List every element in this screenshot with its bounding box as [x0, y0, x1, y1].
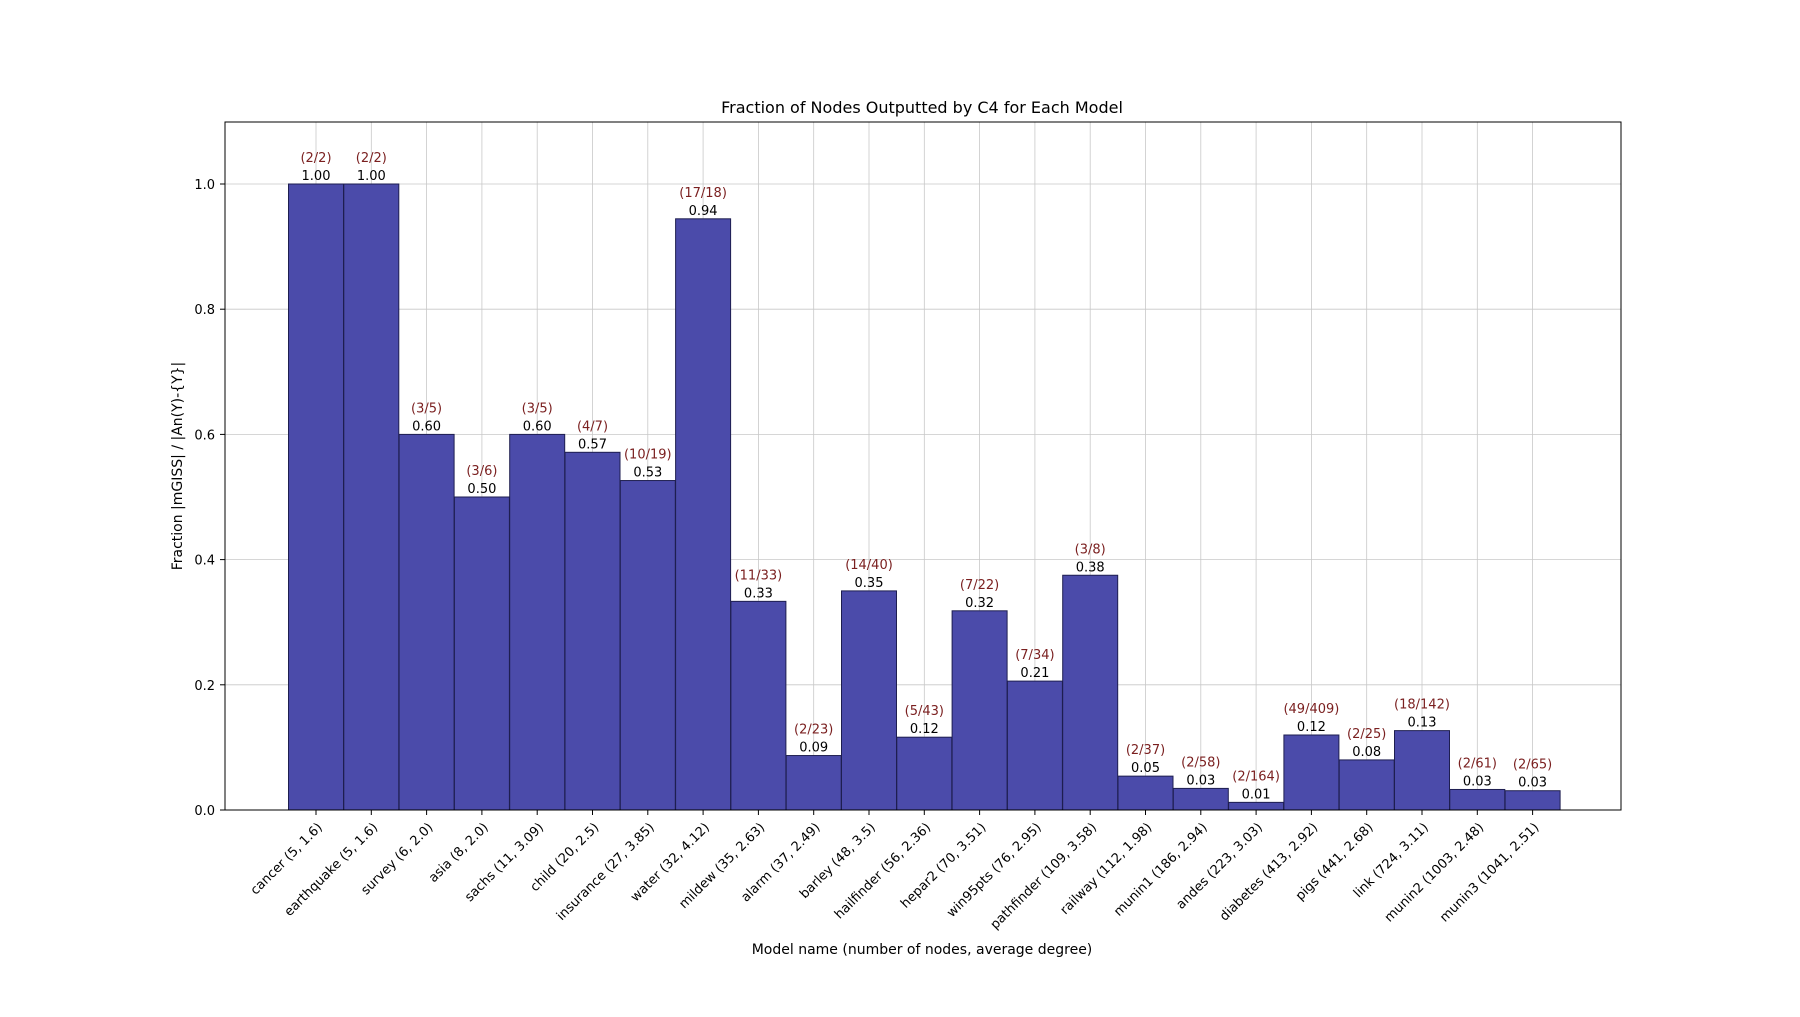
x-tick-label: earthquake (5, 1.6) [282, 820, 381, 919]
bar-16 [1172, 787, 1229, 811]
bar-2 [398, 433, 455, 811]
y-tick-label: 0.8 [194, 303, 215, 318]
bar-4 [509, 433, 566, 811]
bar-value-label: 0.08 [1352, 745, 1381, 760]
bar-value-label: 0.03 [1463, 774, 1492, 789]
bar-0 [288, 183, 344, 811]
bar-count-label: (7/22) [960, 578, 999, 593]
bar-14 [1062, 574, 1119, 811]
bar-value-label: 0.05 [1131, 761, 1160, 776]
bar-value-label: 0.38 [1076, 560, 1105, 575]
bar-22 [1504, 790, 1561, 811]
bar-count-label: (5/43) [905, 704, 944, 719]
x-tick-label: insurance (27, 3.85) [554, 820, 658, 924]
bar-count-label: (14/40) [845, 558, 893, 573]
bar-13 [1006, 680, 1063, 811]
bar-count-label: (17/18) [679, 186, 727, 201]
x-tick-label: win95pts (76, 2.95) [944, 820, 1045, 921]
y-tick-label: 1.0 [194, 178, 215, 193]
bar-labels: 1.00 (2/2) 1.00 (2/2) 0.60 (3/5) 0.50 (3/6) 0.60… [300, 151, 1552, 802]
bar-21 [1449, 788, 1506, 811]
x-axis-label: Model name (number of nodes, average deg… [752, 942, 1093, 958]
bar-value-label: 0.60 [523, 419, 552, 434]
bar-value-label: 1.00 [357, 169, 386, 184]
bar-11 [896, 736, 953, 811]
bar-count-label: (2/2) [356, 151, 387, 166]
bar-value-label: 0.21 [1020, 666, 1049, 681]
bar-value-label: 0.33 [744, 586, 773, 601]
bar-count-label: (2/23) [794, 723, 833, 738]
bar-count-label: (4/7) [577, 419, 608, 434]
bar-value-label: 0.03 [1186, 773, 1215, 788]
x-axis-ticks: cancer (5, 1.6)earthquake (5, 1.6)survey… [248, 810, 1542, 933]
x-tick-label: munin3 (1041, 2.51) [1437, 820, 1542, 925]
bar-value-label: 0.60 [412, 419, 441, 434]
bar-count-label: (2/37) [1126, 743, 1165, 758]
x-tick-label: munin1 (186, 2.94) [1111, 820, 1210, 919]
bar-9 [785, 755, 842, 811]
bar-value-label: 0.12 [1297, 720, 1326, 735]
bar-value-label: 0.13 [1408, 716, 1437, 731]
bar-10 [841, 590, 897, 811]
bar-count-label: (3/5) [522, 401, 553, 416]
bar-15 [1117, 775, 1174, 811]
bar-count-label: (2/65) [1513, 758, 1552, 773]
y-axis-label: Fraction |mGISS| / |An(Y)-{Y}| [170, 362, 186, 571]
bar-19 [1338, 759, 1395, 811]
bar-count-label: (18/142) [1394, 698, 1450, 713]
bar-5 [564, 451, 621, 811]
bar-value-label: 0.35 [855, 576, 884, 591]
y-axis-ticks: 0.0 0.2 0.4 0.6 0.8 1.0 [194, 178, 225, 819]
bar-count-label: (2/58) [1181, 755, 1220, 770]
y-tick-label: 0.0 [194, 804, 215, 819]
bar-value-label: 0.01 [1242, 787, 1271, 802]
bar-value-label: 1.00 [302, 169, 331, 184]
bar-count-label: (2/164) [1232, 769, 1280, 784]
plot-frame [224, 121, 1622, 811]
bar-20 [1394, 730, 1450, 811]
y-tick-label: 0.6 [194, 428, 215, 443]
bar-count-label: (3/6) [466, 464, 497, 479]
bar-count-label: (7/34) [1015, 648, 1054, 663]
chart-title: Fraction of Nodes Outputted by C4 for Ea… [721, 98, 1123, 117]
y-tick-label: 0.2 [194, 679, 215, 694]
x-tick-label: diabetes (413, 2.92) [1217, 820, 1321, 924]
bar-value-label: 0.32 [965, 596, 994, 611]
y-tick-label: 0.4 [194, 554, 215, 569]
bar-value-label: 0.50 [467, 482, 496, 497]
bar-value-label: 0.09 [799, 741, 828, 756]
bar-count-label: (11/33) [735, 568, 783, 583]
bar-8 [730, 600, 787, 811]
bar-value-label: 0.57 [578, 437, 607, 452]
x-tick-label: pathfinder (109, 3.58) [988, 820, 1100, 932]
bar-count-label: (49/409) [1283, 702, 1339, 717]
bar-18 [1283, 734, 1340, 811]
bar-value-label: 0.12 [910, 722, 939, 737]
x-tick-label: railway (112, 1.98) [1058, 820, 1156, 918]
bars [288, 183, 1561, 811]
bar-12 [951, 610, 1008, 811]
x-tick-label: hailfinder (56, 2.36) [832, 820, 934, 922]
bar-3 [453, 496, 510, 811]
bar-count-label: (10/19) [624, 448, 672, 463]
bar-count-label: (2/61) [1458, 756, 1497, 771]
bar-value-label: 0.94 [689, 204, 718, 219]
bar-count-label: (3/5) [411, 401, 442, 416]
bar-17 [1228, 801, 1285, 811]
bar-count-label: (2/2) [300, 151, 331, 166]
bar-value-label: 0.03 [1518, 776, 1547, 791]
x-tick-label: munin2 (1003, 2.48) [1382, 820, 1487, 925]
bar-7 [675, 218, 732, 811]
bar-value-label: 0.53 [633, 466, 662, 481]
bar-count-label: (3/8) [1075, 542, 1106, 557]
bar-1 [343, 183, 400, 811]
bar-count-label: (2/25) [1347, 727, 1386, 742]
bar-6 [619, 480, 676, 811]
